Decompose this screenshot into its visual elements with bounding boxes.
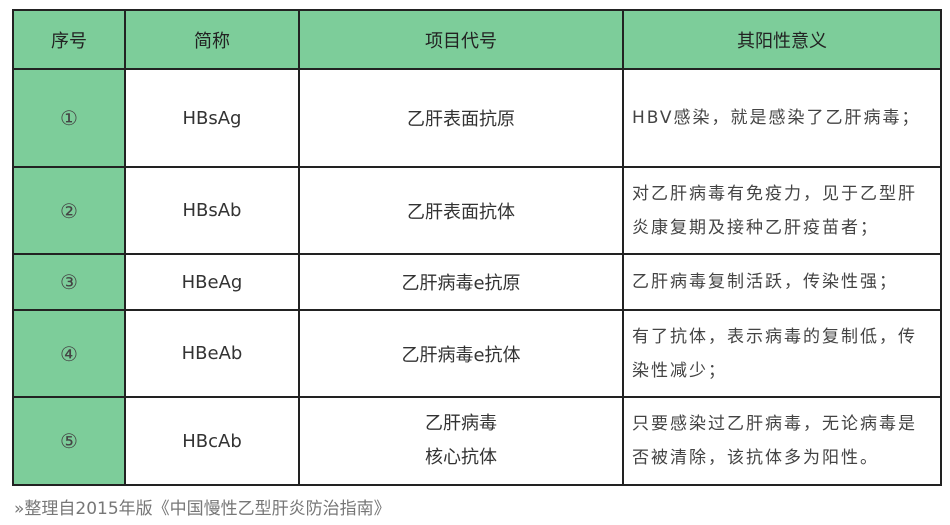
row-abbr: HBeAb <box>124 309 300 398</box>
row-abbr: HBsAb <box>124 166 300 255</box>
row-abbr: HBcAb <box>124 396 300 486</box>
row-name: 乙肝表面抗体 <box>298 166 624 255</box>
table-header-row: 序号 简称 项目代号 其阳性意义 <box>12 9 942 70</box>
table-row: ⑤ HBcAb 乙肝病毒 核心抗体 只要感染过乙肝病毒，无论病毒是否被清除，该抗… <box>12 396 942 486</box>
row-meaning: 乙肝病毒复制活跃，传染性强； <box>622 253 942 311</box>
row-meaning: 对乙肝病毒有免疫力，见于乙型肝炎康复期及接种乙肝疫苗者； <box>622 166 942 255</box>
row-meaning: 有了抗体，表示病毒的复制低，传染性减少； <box>622 309 942 398</box>
row-name: 乙肝病毒e抗原 <box>298 253 624 311</box>
header-index: 序号 <box>12 9 126 70</box>
row-name: 乙肝表面抗原 <box>298 68 624 168</box>
row-name: 乙肝病毒 核心抗体 <box>298 396 624 486</box>
row-meaning: 只要感染过乙肝病毒，无论病毒是否被清除，该抗体多为阳性。 <box>622 396 942 486</box>
row-index: ② <box>12 166 126 255</box>
row-abbr: HBeAg <box>124 253 300 311</box>
row-index: ⑤ <box>12 396 126 486</box>
hbv-marker-table: 序号 简称 项目代号 其阳性意义 ① HBsAg 乙肝表面抗原 HBV感染，就是… <box>12 9 942 486</box>
table-row: ③ HBeAg 乙肝病毒e抗原 乙肝病毒复制活跃，传染性强； <box>12 253 942 311</box>
header-name: 项目代号 <box>298 9 624 70</box>
table-row: ④ HBeAb 乙肝病毒e抗体 有了抗体，表示病毒的复制低，传染性减少； <box>12 309 942 398</box>
header-abbr: 简称 <box>124 9 300 70</box>
row-abbr: HBsAg <box>124 68 300 168</box>
row-name: 乙肝病毒e抗体 <box>298 309 624 398</box>
table-row: ① HBsAg 乙肝表面抗原 HBV感染，就是感染了乙肝病毒； <box>12 68 942 168</box>
table-row: ② HBsAb 乙肝表面抗体 对乙肝病毒有免疫力，见于乙型肝炎康复期及接种乙肝疫… <box>12 166 942 255</box>
header-meaning: 其阳性意义 <box>622 9 942 70</box>
row-index: ① <box>12 68 126 168</box>
source-caption: »整理自2015年版《中国慢性乙型肝炎防治指南》 <box>14 499 391 519</box>
row-index: ④ <box>12 309 126 398</box>
row-index: ③ <box>12 253 126 311</box>
row-meaning: HBV感染，就是感染了乙肝病毒； <box>622 68 942 168</box>
